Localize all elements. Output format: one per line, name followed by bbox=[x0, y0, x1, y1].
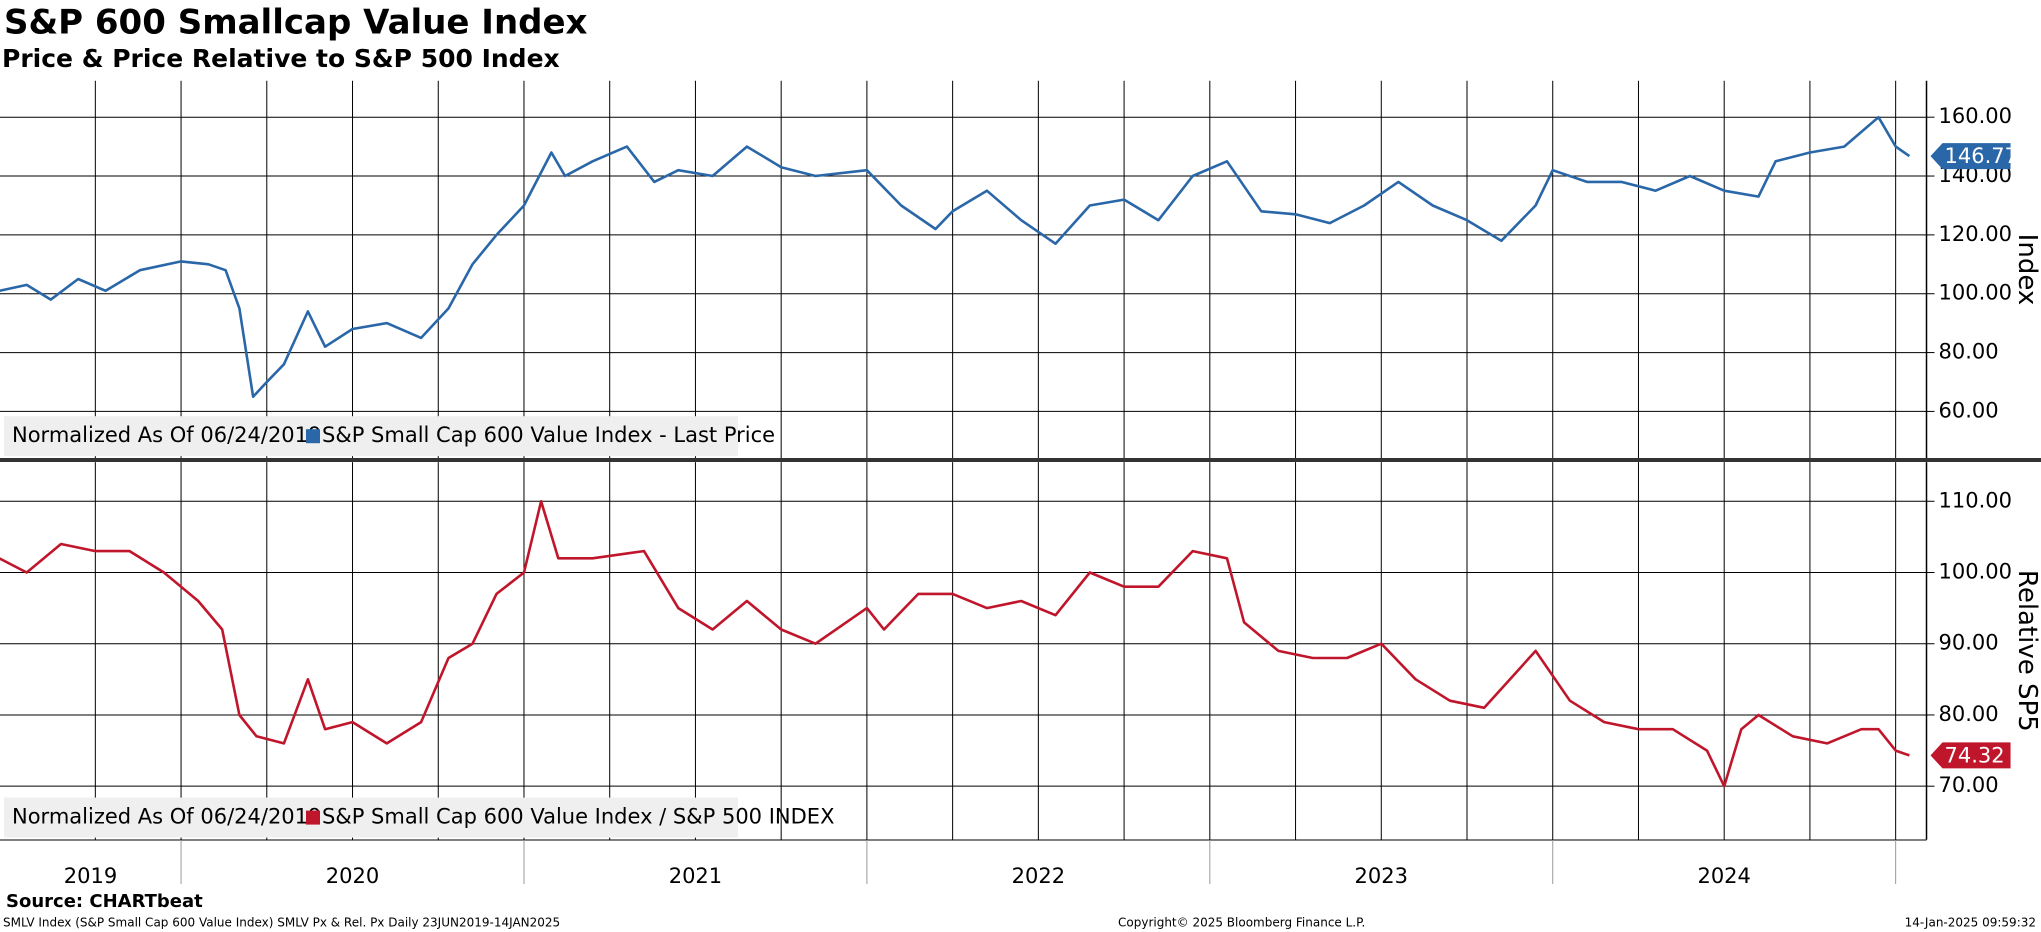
source: Source: CHARTbeat bbox=[6, 891, 203, 912]
y-tick-label: 120.00 bbox=[1939, 222, 2012, 246]
legend-label: S&P Small Cap 600 Value Index / S&P 500 … bbox=[322, 805, 834, 829]
y-tick-label: 100.00 bbox=[1939, 560, 2012, 584]
last-value-tag bbox=[1930, 143, 2011, 170]
y-tick-label: 60.00 bbox=[1939, 398, 1999, 422]
x-tick-label: 2019 bbox=[64, 864, 117, 888]
footer-center: Copyright© 2025 Bloomberg Finance L.P. bbox=[1118, 916, 1365, 930]
footer-right: 14-Jan-2025 09:59:32 bbox=[1905, 916, 2036, 930]
y-axis-label: Relative SP5 bbox=[2012, 570, 2041, 732]
y-tick-label: 90.00 bbox=[1939, 631, 1999, 655]
y-axis-label: Index bbox=[2012, 234, 2041, 306]
y-tick-label: 80.00 bbox=[1939, 702, 1999, 726]
y-tick-label: 110.00 bbox=[1939, 488, 2012, 512]
series-line bbox=[0, 500, 1910, 788]
legend-swatch bbox=[306, 429, 320, 444]
x-tick-label: 2020 bbox=[326, 864, 379, 888]
legend-label: S&P Small Cap 600 Value Index - Last Pri… bbox=[322, 423, 775, 447]
series-line bbox=[0, 115, 1911, 398]
legend-swatch bbox=[306, 810, 320, 825]
footer-left: SMLV Index (S&P Small Cap 600 Value Inde… bbox=[3, 916, 560, 930]
chart-title: S&P 600 Smallcap Value Index bbox=[4, 3, 588, 43]
x-tick-label: 2024 bbox=[1697, 864, 1750, 888]
y-tick-label: 100.00 bbox=[1939, 281, 2012, 305]
last-value-label: 146.77 bbox=[1945, 144, 2018, 168]
y-tick-label: 160.00 bbox=[1939, 104, 2012, 128]
y-tick-label: 70.00 bbox=[1939, 773, 1999, 797]
legend-box bbox=[4, 797, 738, 838]
x-tick-label: 2022 bbox=[1012, 864, 1065, 888]
x-tick-label: 2021 bbox=[669, 864, 722, 888]
last-value-tag bbox=[1930, 742, 2011, 769]
y-tick-label: 80.00 bbox=[1939, 340, 1999, 364]
legend-note: Normalized As Of 06/24/2019 bbox=[12, 423, 321, 447]
last-value-label: 74.32 bbox=[1945, 743, 2005, 767]
x-tick-label: 2023 bbox=[1355, 864, 1408, 888]
legend-note: Normalized As Of 06/24/2019 bbox=[12, 805, 321, 829]
legend-box bbox=[4, 416, 738, 457]
chart-subtitle: Price & Price Relative to S&P 500 Index bbox=[2, 44, 560, 73]
